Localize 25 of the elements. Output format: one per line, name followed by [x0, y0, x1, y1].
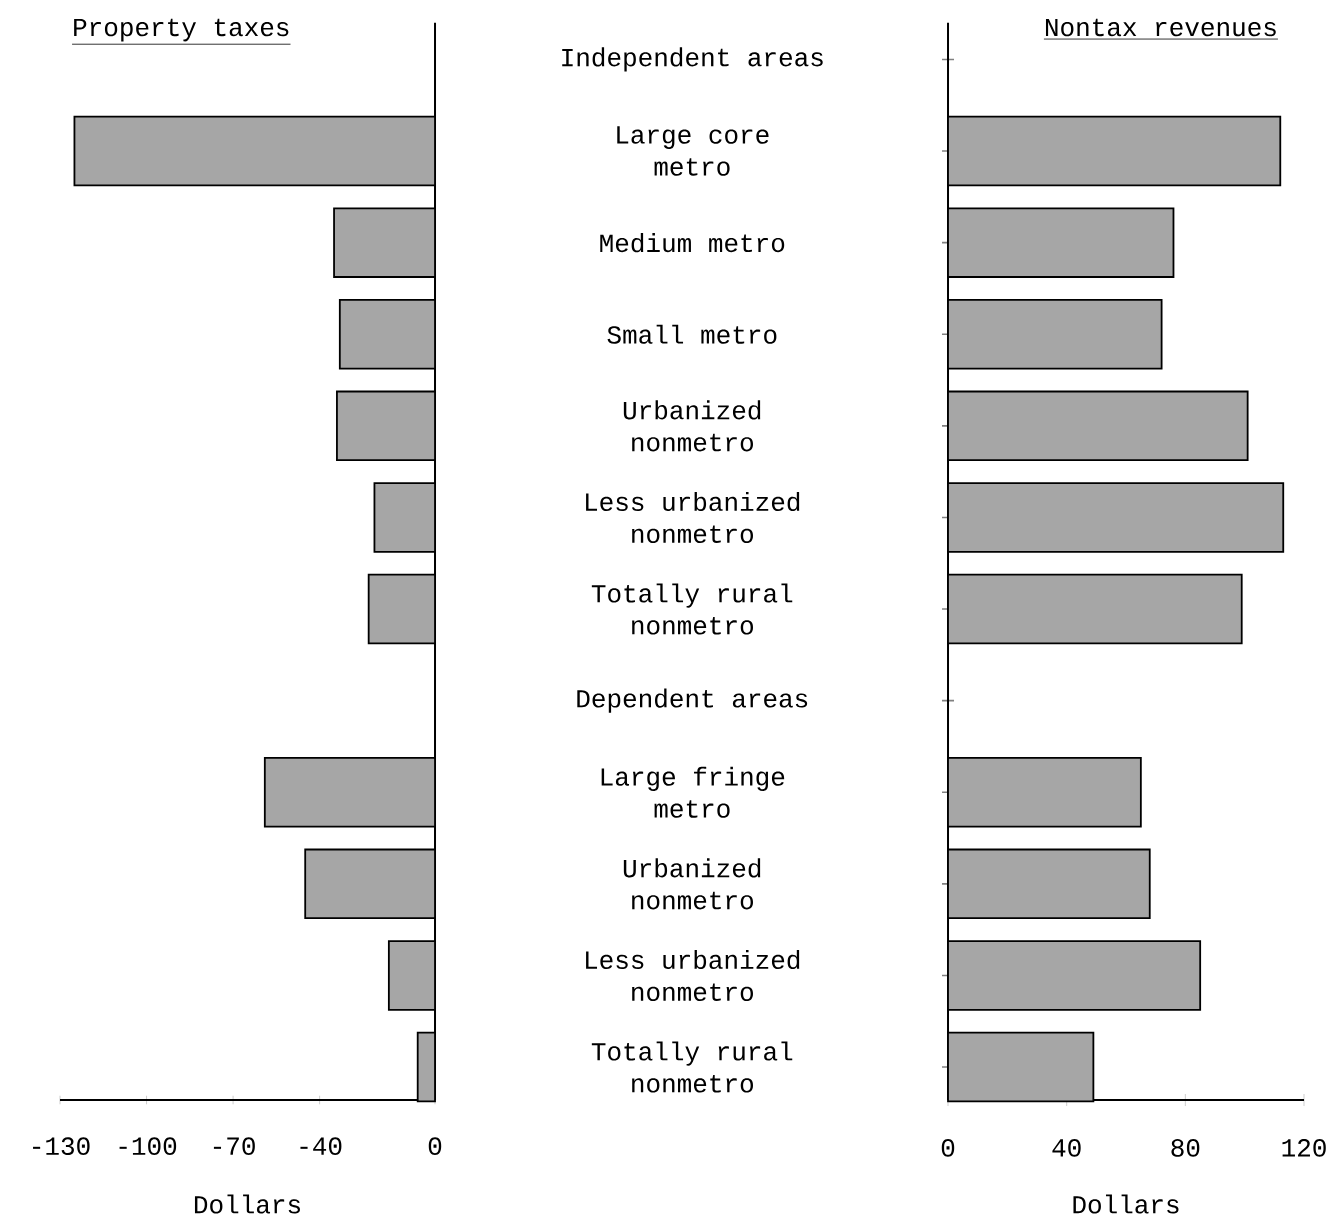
x-tick-label: -130 — [33, 1137, 90, 1155]
y-tick-label: Medium metro — [600, 233, 785, 253]
chart-title: Nontax revenues — [1045, 18, 1276, 37]
chart-title: Property taxes — [74, 18, 289, 42]
x-tick-label: -40 — [300, 1137, 342, 1155]
y-tick-label: Urbanized nonmetro — [623, 400, 761, 452]
x-tick-label: 80 — [1171, 1139, 1200, 1157]
y-tick-label: Dependent areas — [577, 688, 808, 713]
y-tick-label: Totally rural nonmetro — [591, 1041, 793, 1093]
x-tick-label: -70 — [213, 1137, 255, 1155]
y-tick-label: Large core metro — [617, 126, 769, 176]
y-tick-label: Independent areas — [562, 47, 823, 72]
x-axis-title: Dollars — [1073, 1194, 1179, 1214]
y-tick-label: Large fringe metro — [601, 766, 785, 818]
x-tick-label: 0 — [941, 1139, 955, 1157]
x-axis-title: Dollars — [194, 1194, 300, 1214]
x-tick-label: 120 — [1282, 1139, 1326, 1157]
x-tick-label: -100 — [119, 1137, 177, 1155]
x-tick-label: 40 — [1052, 1139, 1081, 1157]
y-tick-label: Less urbanized nonmetro — [586, 949, 800, 1001]
y-tick-label: Urbanized nonmetro — [623, 858, 761, 910]
y-tick-label: Less urbanized nonmetro — [586, 491, 800, 543]
y-tick-label: Small metro — [607, 324, 777, 344]
y-tick-label: Totally rural nonmetro — [591, 583, 793, 635]
x-tick-label: 0 — [428, 1137, 442, 1155]
